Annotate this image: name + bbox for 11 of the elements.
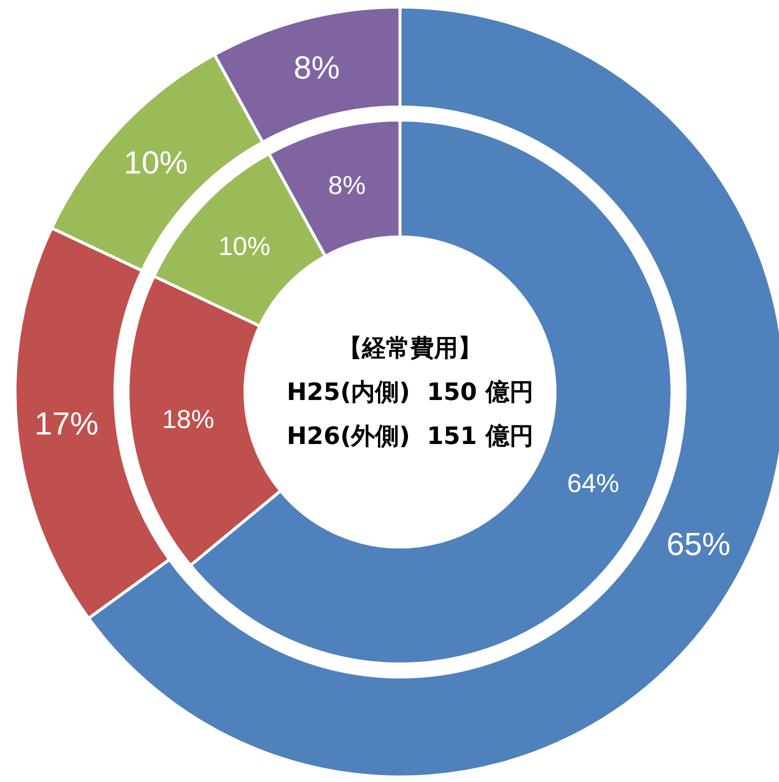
data-label: 65% [666,526,731,562]
data-label: 64% [567,468,620,498]
data-label: 18% [162,404,214,434]
text: H25(内側) 150 億円 [286,378,534,406]
text: H26(外側) 151 億円 [286,422,534,450]
data-label: 10% [218,230,270,261]
data-label: 10% [124,144,188,181]
data-label: 8% [328,170,366,200]
data-label: 8% [294,50,340,86]
data-label: 17% [34,406,99,442]
text: 【経常費用】 [338,334,482,362]
